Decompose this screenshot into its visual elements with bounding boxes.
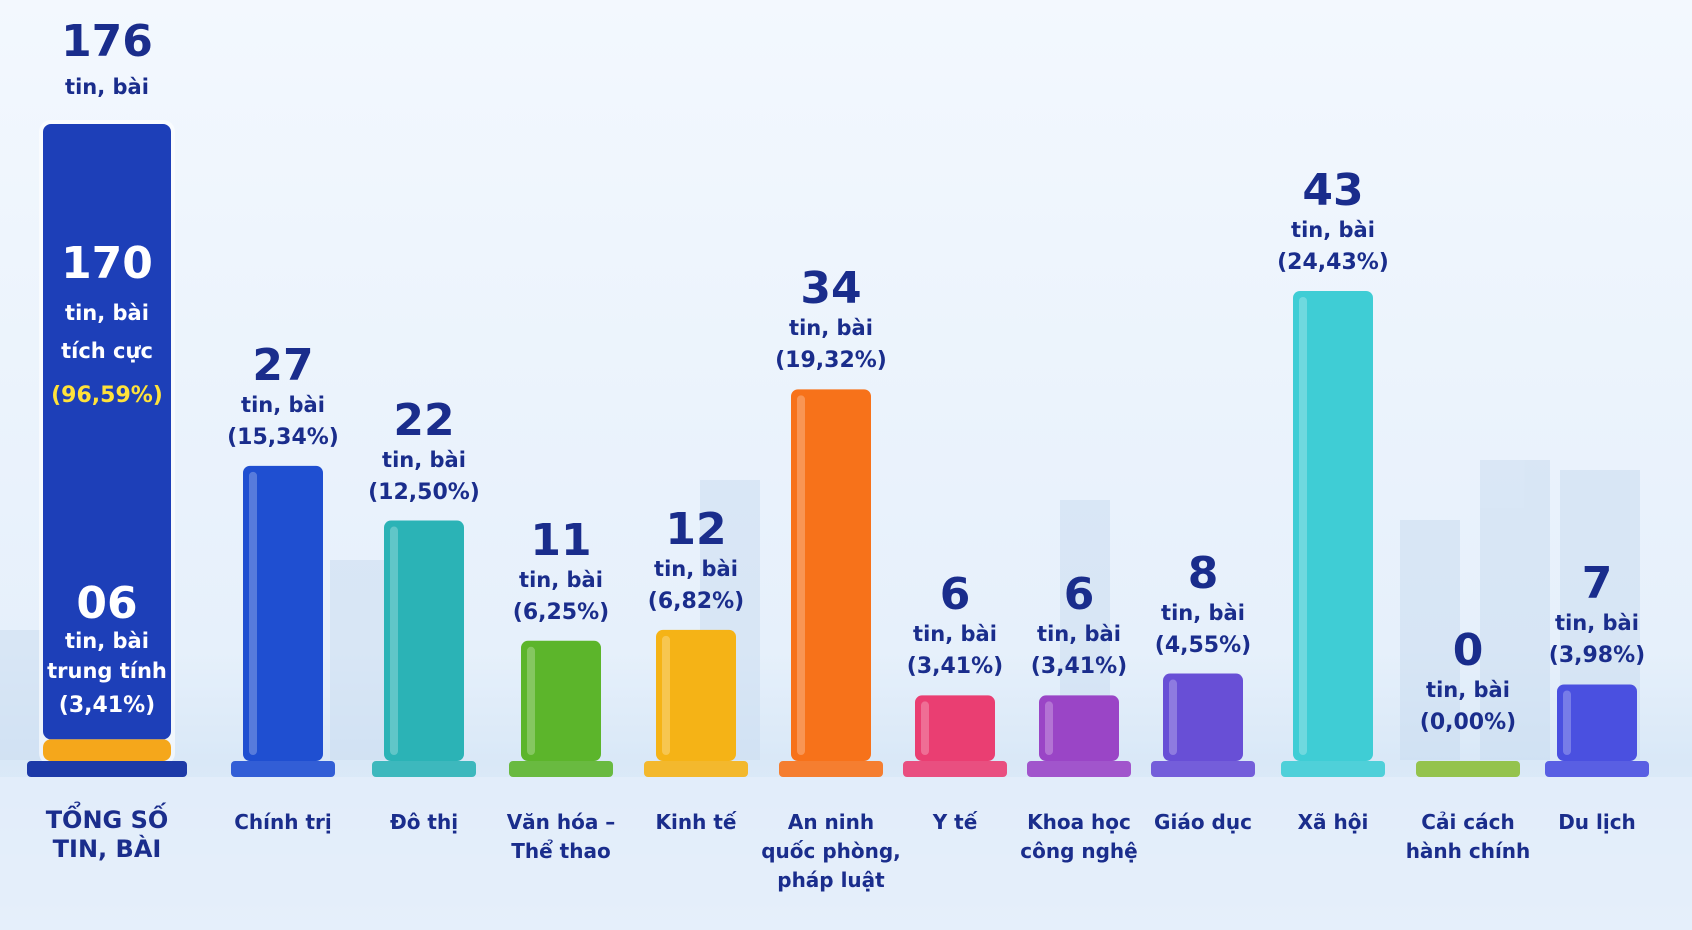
unit-label: tin, bài bbox=[519, 567, 603, 592]
category-label: Du lịch bbox=[1558, 810, 1636, 834]
total-value: 176 bbox=[61, 16, 153, 67]
value-label: 7 bbox=[1581, 558, 1613, 610]
value-label: 0 bbox=[1452, 625, 1484, 676]
bar bbox=[521, 640, 601, 761]
value-label: 8 bbox=[1187, 547, 1219, 599]
bar-base bbox=[644, 761, 748, 777]
bar-highlight bbox=[249, 471, 257, 755]
percent-label: (19,32%) bbox=[775, 348, 887, 374]
unit-label: tin, bài bbox=[1426, 678, 1510, 702]
unit-label: tin, bài bbox=[913, 622, 997, 647]
bar bbox=[1163, 673, 1243, 761]
bar bbox=[1039, 695, 1119, 761]
percent-label: (6,82%) bbox=[647, 588, 745, 614]
bar-highlight bbox=[1299, 297, 1307, 755]
percent-label: (3,98%) bbox=[1548, 643, 1646, 669]
total-label: TỔNG SỐ TIN, BÀI bbox=[45, 806, 169, 863]
category-label: An ninh quốc phòng, pháp luật bbox=[761, 810, 901, 892]
neutral-name: trung tính bbox=[47, 659, 167, 683]
category-label: Đô thị bbox=[389, 810, 459, 834]
total-unit: tin, bài bbox=[65, 75, 149, 99]
bar-base bbox=[372, 761, 476, 777]
value-label: 34 bbox=[800, 263, 862, 315]
bar-highlight bbox=[1169, 679, 1177, 755]
percent-label: (6,25%) bbox=[512, 599, 610, 625]
unit-label: tin, bài bbox=[241, 392, 325, 417]
bar-highlight bbox=[662, 635, 670, 755]
neutral-unit: tin, bài bbox=[65, 629, 149, 653]
value-label: 43 bbox=[1302, 165, 1364, 216]
bar-base bbox=[779, 761, 883, 777]
bar-base bbox=[1151, 761, 1255, 777]
unit-label: tin, bài bbox=[382, 447, 466, 472]
total-segment bbox=[43, 739, 171, 761]
category-label: Văn hóa – Thể thao bbox=[506, 810, 616, 863]
value-label: 22 bbox=[393, 394, 455, 446]
floor bbox=[0, 777, 1692, 930]
unit-label: tin, bài bbox=[789, 316, 873, 341]
percent-label: (0,00%) bbox=[1419, 710, 1517, 735]
unit-label: tin, bài bbox=[654, 556, 738, 581]
bar bbox=[384, 520, 464, 761]
percent-label: (12,50%) bbox=[368, 479, 480, 505]
bar-base bbox=[903, 761, 1007, 777]
percent-label: (24,43%) bbox=[1277, 250, 1389, 275]
bar-base bbox=[1281, 761, 1385, 777]
percent-label: (3,41%) bbox=[1030, 654, 1128, 680]
category-label: Chính trị bbox=[234, 810, 332, 834]
category-label: Giáo dục bbox=[1154, 810, 1252, 834]
positive-value: 170 bbox=[61, 238, 153, 289]
bar bbox=[243, 465, 323, 761]
bar-base bbox=[231, 761, 335, 777]
value-label: 11 bbox=[530, 514, 592, 566]
bar-highlight bbox=[921, 701, 929, 755]
category-label: Cải cách hành chính bbox=[1405, 810, 1531, 863]
bar-highlight bbox=[527, 646, 535, 755]
bar-base bbox=[509, 761, 613, 777]
unit-label: tin, bài bbox=[1037, 622, 1121, 647]
percent-label: (15,34%) bbox=[227, 424, 339, 450]
value-label: 6 bbox=[1063, 569, 1095, 621]
positive-percent: (96,59%) bbox=[51, 383, 163, 408]
percent-label: (3,41%) bbox=[906, 654, 1004, 680]
unit-label: tin, bài bbox=[1161, 600, 1245, 625]
bar bbox=[915, 695, 995, 761]
value-label: 12 bbox=[665, 503, 727, 555]
percent-label: (4,55%) bbox=[1154, 632, 1252, 658]
neutral-value: 06 bbox=[76, 578, 138, 629]
bar bbox=[791, 389, 871, 761]
bar-highlight bbox=[797, 395, 805, 755]
bar-base bbox=[1545, 761, 1649, 777]
bar-highlight bbox=[1563, 690, 1571, 755]
category-label: Khoa học công nghệ bbox=[1020, 810, 1138, 863]
neutral-percent: (3,41%) bbox=[58, 693, 156, 718]
total-segment bbox=[43, 124, 171, 740]
bar-highlight bbox=[390, 526, 398, 755]
value-label: 6 bbox=[939, 569, 971, 621]
unit-label: tin, bài bbox=[1555, 611, 1639, 636]
bar bbox=[1293, 291, 1373, 761]
bar bbox=[1557, 684, 1637, 761]
value-label: 27 bbox=[252, 339, 314, 391]
bar-highlight bbox=[1045, 701, 1053, 755]
positive-unit: tin, bài bbox=[65, 301, 149, 325]
category-label: Y tế bbox=[932, 810, 978, 834]
bar bbox=[656, 629, 736, 761]
unit-label: tin, bài bbox=[1291, 218, 1375, 242]
bar-base bbox=[27, 761, 187, 777]
category-label: Kinh tế bbox=[655, 810, 737, 834]
category-label: Xã hội bbox=[1297, 810, 1369, 834]
bar-base bbox=[1027, 761, 1131, 777]
positive-name: tích cực bbox=[61, 339, 153, 363]
bar-base bbox=[1416, 761, 1520, 777]
